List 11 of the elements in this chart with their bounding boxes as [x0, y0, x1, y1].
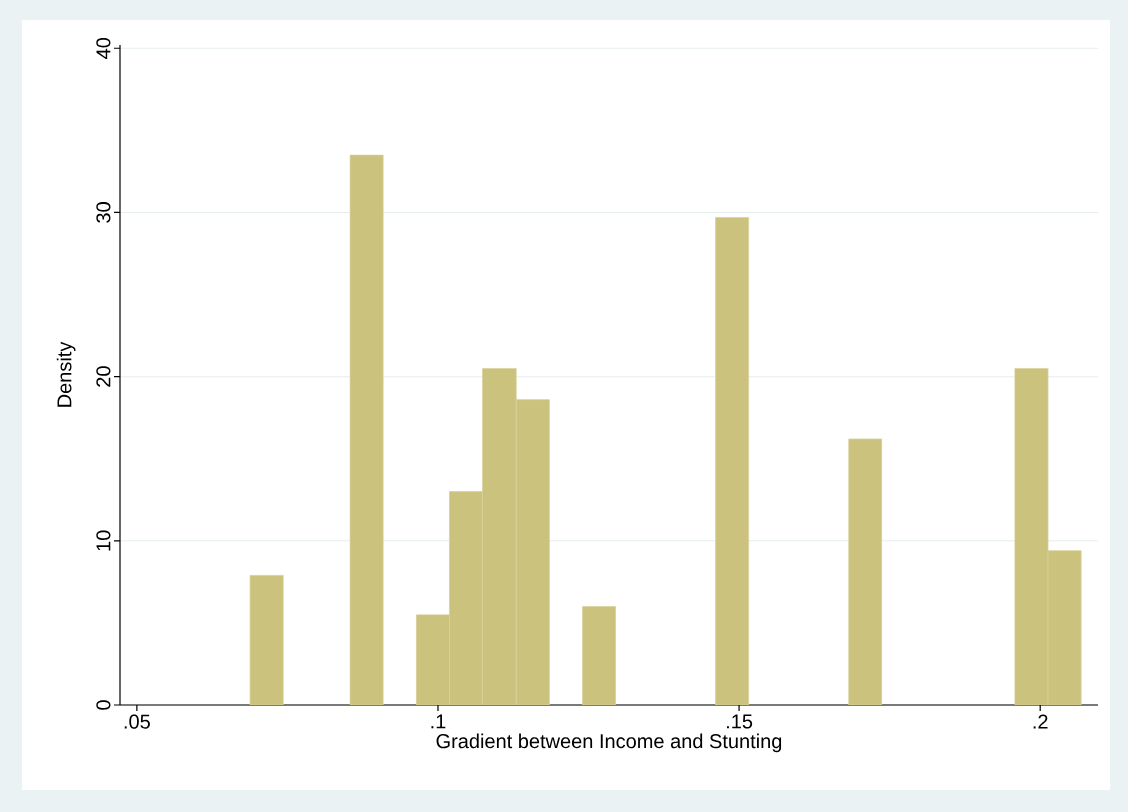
x-tick-label: .2 — [1033, 714, 1048, 729]
y-tick-label: 30 — [96, 202, 111, 223]
y-tick-label: 20 — [96, 366, 111, 387]
y-tick-label: 0 — [96, 700, 111, 710]
y-tick-label: 40 — [96, 37, 111, 59]
x-tick-label: .15 — [727, 714, 753, 729]
y-axis-title: Density — [56, 341, 76, 407]
x-axis-title: Gradient between Income and Stunting — [436, 733, 782, 753]
x-tick-label: .1 — [431, 714, 446, 729]
y-tick-label: 10 — [96, 530, 111, 551]
x-tick-label: .05 — [124, 714, 150, 729]
